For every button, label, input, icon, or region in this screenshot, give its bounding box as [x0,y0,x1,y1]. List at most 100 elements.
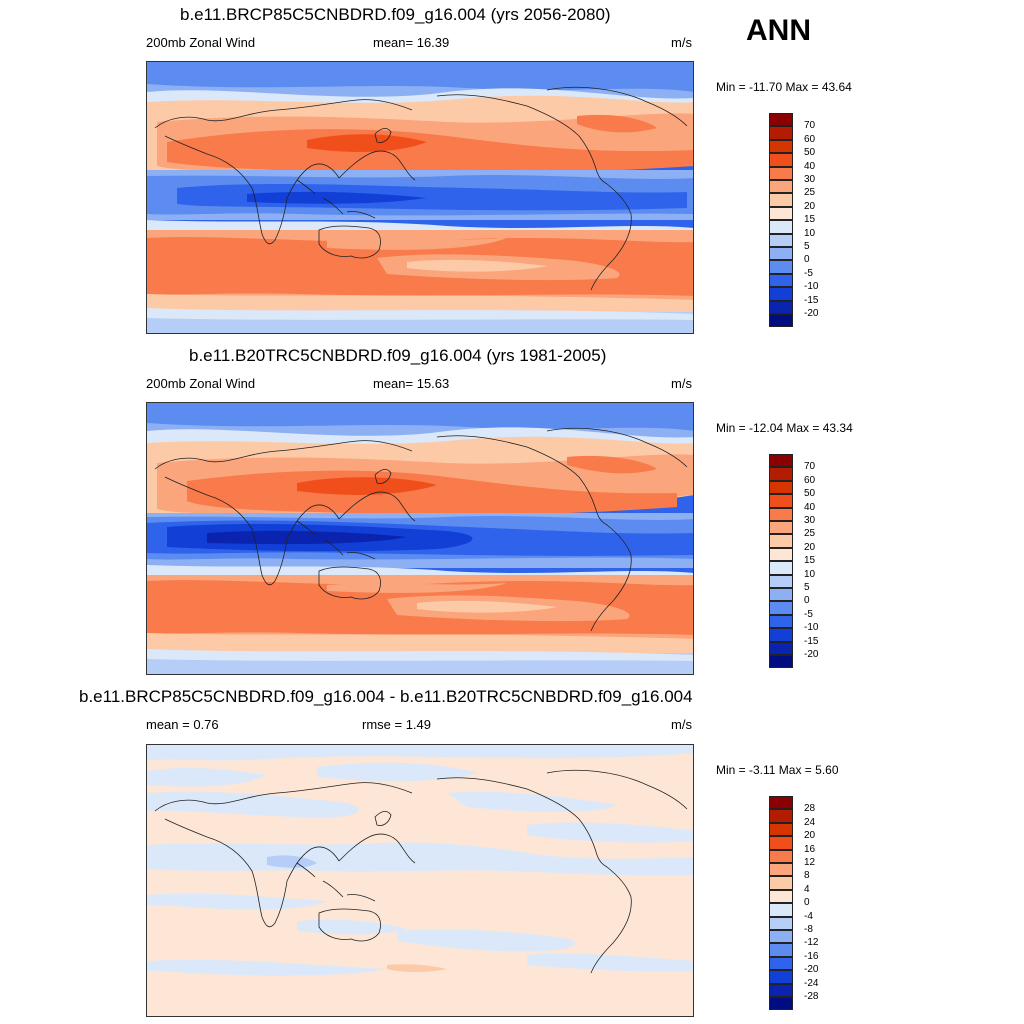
colorbar-tick-label: 0 [804,595,810,607]
panel3-rmse-label: rmse = 1.49 [362,717,432,732]
panel2-colorbar-swatch [769,588,793,602]
panel3-colorbar-swatch [769,983,793,997]
panel3-colorbar-swatch [769,876,793,890]
colorbar-tick-label: 30 [804,174,816,185]
panel1-variable-label: 200mb Zonal Wind [146,35,256,50]
panel3-units-label: m/s [671,717,692,732]
colorbar-tick-label: 4 [804,883,810,895]
panel3-colorbar-swatch [769,997,793,1011]
colorbar-tick-label: 50 [804,488,816,500]
panel1-colorbar-swatch [769,220,793,234]
colorbar-tick-label: -15 [804,635,819,647]
panel3-minmax: Min = -3.11 Max = 5.60 [716,763,839,777]
colorbar-tick-label: -24 [804,977,819,989]
colorbar-tick-label: -10 [804,622,819,634]
panel2-colorbar-swatch [769,628,793,642]
colorbar-tick-label: -4 [804,910,813,922]
panel1-colorbar-swatch [769,153,793,167]
panel3-colorbar-swatch [769,822,793,837]
panel2-map [146,402,694,675]
panel3-colorbar-swatch [769,796,793,810]
colorbar-tick-label: -15 [804,294,819,306]
colorbar-tick-label: -20 [804,308,819,319]
panel2-colorbar-swatch [769,561,793,575]
colorbar-tick-label: 10 [804,568,816,580]
panel2-minmax: Min = -12.04 Max = 43.34 [716,421,853,435]
colorbar-tick-label: 28 [804,803,816,815]
colorbar-tick-label: 25 [804,528,816,540]
panel1-colorbar-swatch [769,314,793,328]
colorbar-tick-label: -8 [804,924,813,935]
colorbar-tick-label: 0 [804,254,810,266]
panel1-colorbar-swatch [769,206,793,221]
panel2-colorbar-swatch [769,574,793,588]
panel1-units-label: m/s [671,35,692,50]
colorbar-tick-label: -12 [804,937,819,949]
panel3-colorbar-swatch [769,849,793,863]
panel1-colorbar-swatch [769,166,793,180]
panel2-colorbar-swatch [769,641,793,655]
panel3-colorbar-swatch [769,930,793,944]
colorbar-tick-label: 25 [804,187,816,199]
colorbar-tick-label: 60 [804,133,816,145]
colorbar-tick-label: 40 [804,501,816,513]
colorbar-tick-label: 24 [804,816,816,828]
panel1-mean-label: mean= 16.39 [373,35,450,50]
panel1-map [146,61,694,334]
colorbar-tick-label: -20 [804,649,819,660]
panel3-title: b.e11.BRCP85C5CNBDRD.f09_g16.004 - b.e11… [79,687,693,706]
colorbar-tick-label: 5 [804,241,810,252]
panel3-colorbar-swatch [769,889,793,904]
colorbar-tick-label: -10 [804,281,819,293]
colorbar-tick-label: 15 [804,214,816,226]
panel3-colorbar-swatch [769,809,793,823]
colorbar-tick-label: -5 [804,608,813,620]
panel3-map [146,744,694,1017]
colorbar-tick-label: 12 [804,857,816,868]
colorbar-tick-label: 15 [804,555,816,567]
panel3-mean-label: mean = 0.76 [146,717,219,732]
panel2-colorbar-swatch [769,507,793,521]
panel3-colorbar-swatch [769,970,793,984]
panel1-colorbar-swatch [769,233,793,247]
panel1-colorbar-swatch [769,300,793,314]
colorbar-tick-label: 5 [804,582,810,593]
panel3-colorbar-swatch [769,916,793,930]
colorbar-tick-label: -28 [804,991,819,1002]
panel2-colorbar-swatch [769,521,793,535]
colorbar-tick-label: 60 [804,474,816,486]
colorbar-tick-label: 40 [804,160,816,172]
panel1-colorbar-swatch [769,139,793,154]
panel2-colorbar-swatch [769,480,793,495]
colorbar-tick-label: -5 [804,267,813,279]
panel2-colorbar-swatch [769,494,793,508]
colorbar-tick-label: 30 [804,515,816,526]
panel2-colorbar-swatch [769,467,793,481]
colorbar-tick-label: 8 [804,870,810,882]
panel1-colorbar-swatch [769,180,793,194]
colorbar-tick-label: 70 [804,461,816,473]
colorbar-tick-label: 0 [804,897,810,909]
panel1-colorbar-swatch [769,260,793,274]
panel2-colorbar-swatch [769,601,793,615]
panel2-variable-label: 200mb Zonal Wind [146,376,256,391]
panel2-mean-label: mean= 15.63 [373,376,450,391]
colorbar-tick-label: -16 [804,950,819,962]
colorbar-tick-label: 50 [804,147,816,159]
panel3-colorbar-swatch [769,956,793,971]
panel2-title: b.e11.B20TRC5CNBDRD.f09_g16.004 (yrs 198… [189,346,607,365]
colorbar-tick-label: 16 [804,843,816,855]
panel1-title: b.e11.BRCP85C5CNBDRD.f09_g16.004 (yrs 20… [180,5,611,24]
panel1-colorbar-swatch [769,287,793,301]
panel3-colorbar-swatch [769,836,793,850]
panel1-colorbar-swatch [769,247,793,261]
colorbar-tick-label: -20 [804,964,819,976]
panel3-colorbar-swatch [769,863,793,877]
panel1-colorbar-swatch [769,193,793,207]
panel1-minmax: Min = -11.70 Max = 43.64 [716,80,852,94]
panel3-colorbar-swatch [769,903,793,917]
panel1-colorbar-swatch [769,113,793,127]
colorbar-tick-label: 10 [804,227,816,239]
panel2-colorbar-swatch [769,655,793,669]
panel2-colorbar-swatch [769,547,793,562]
